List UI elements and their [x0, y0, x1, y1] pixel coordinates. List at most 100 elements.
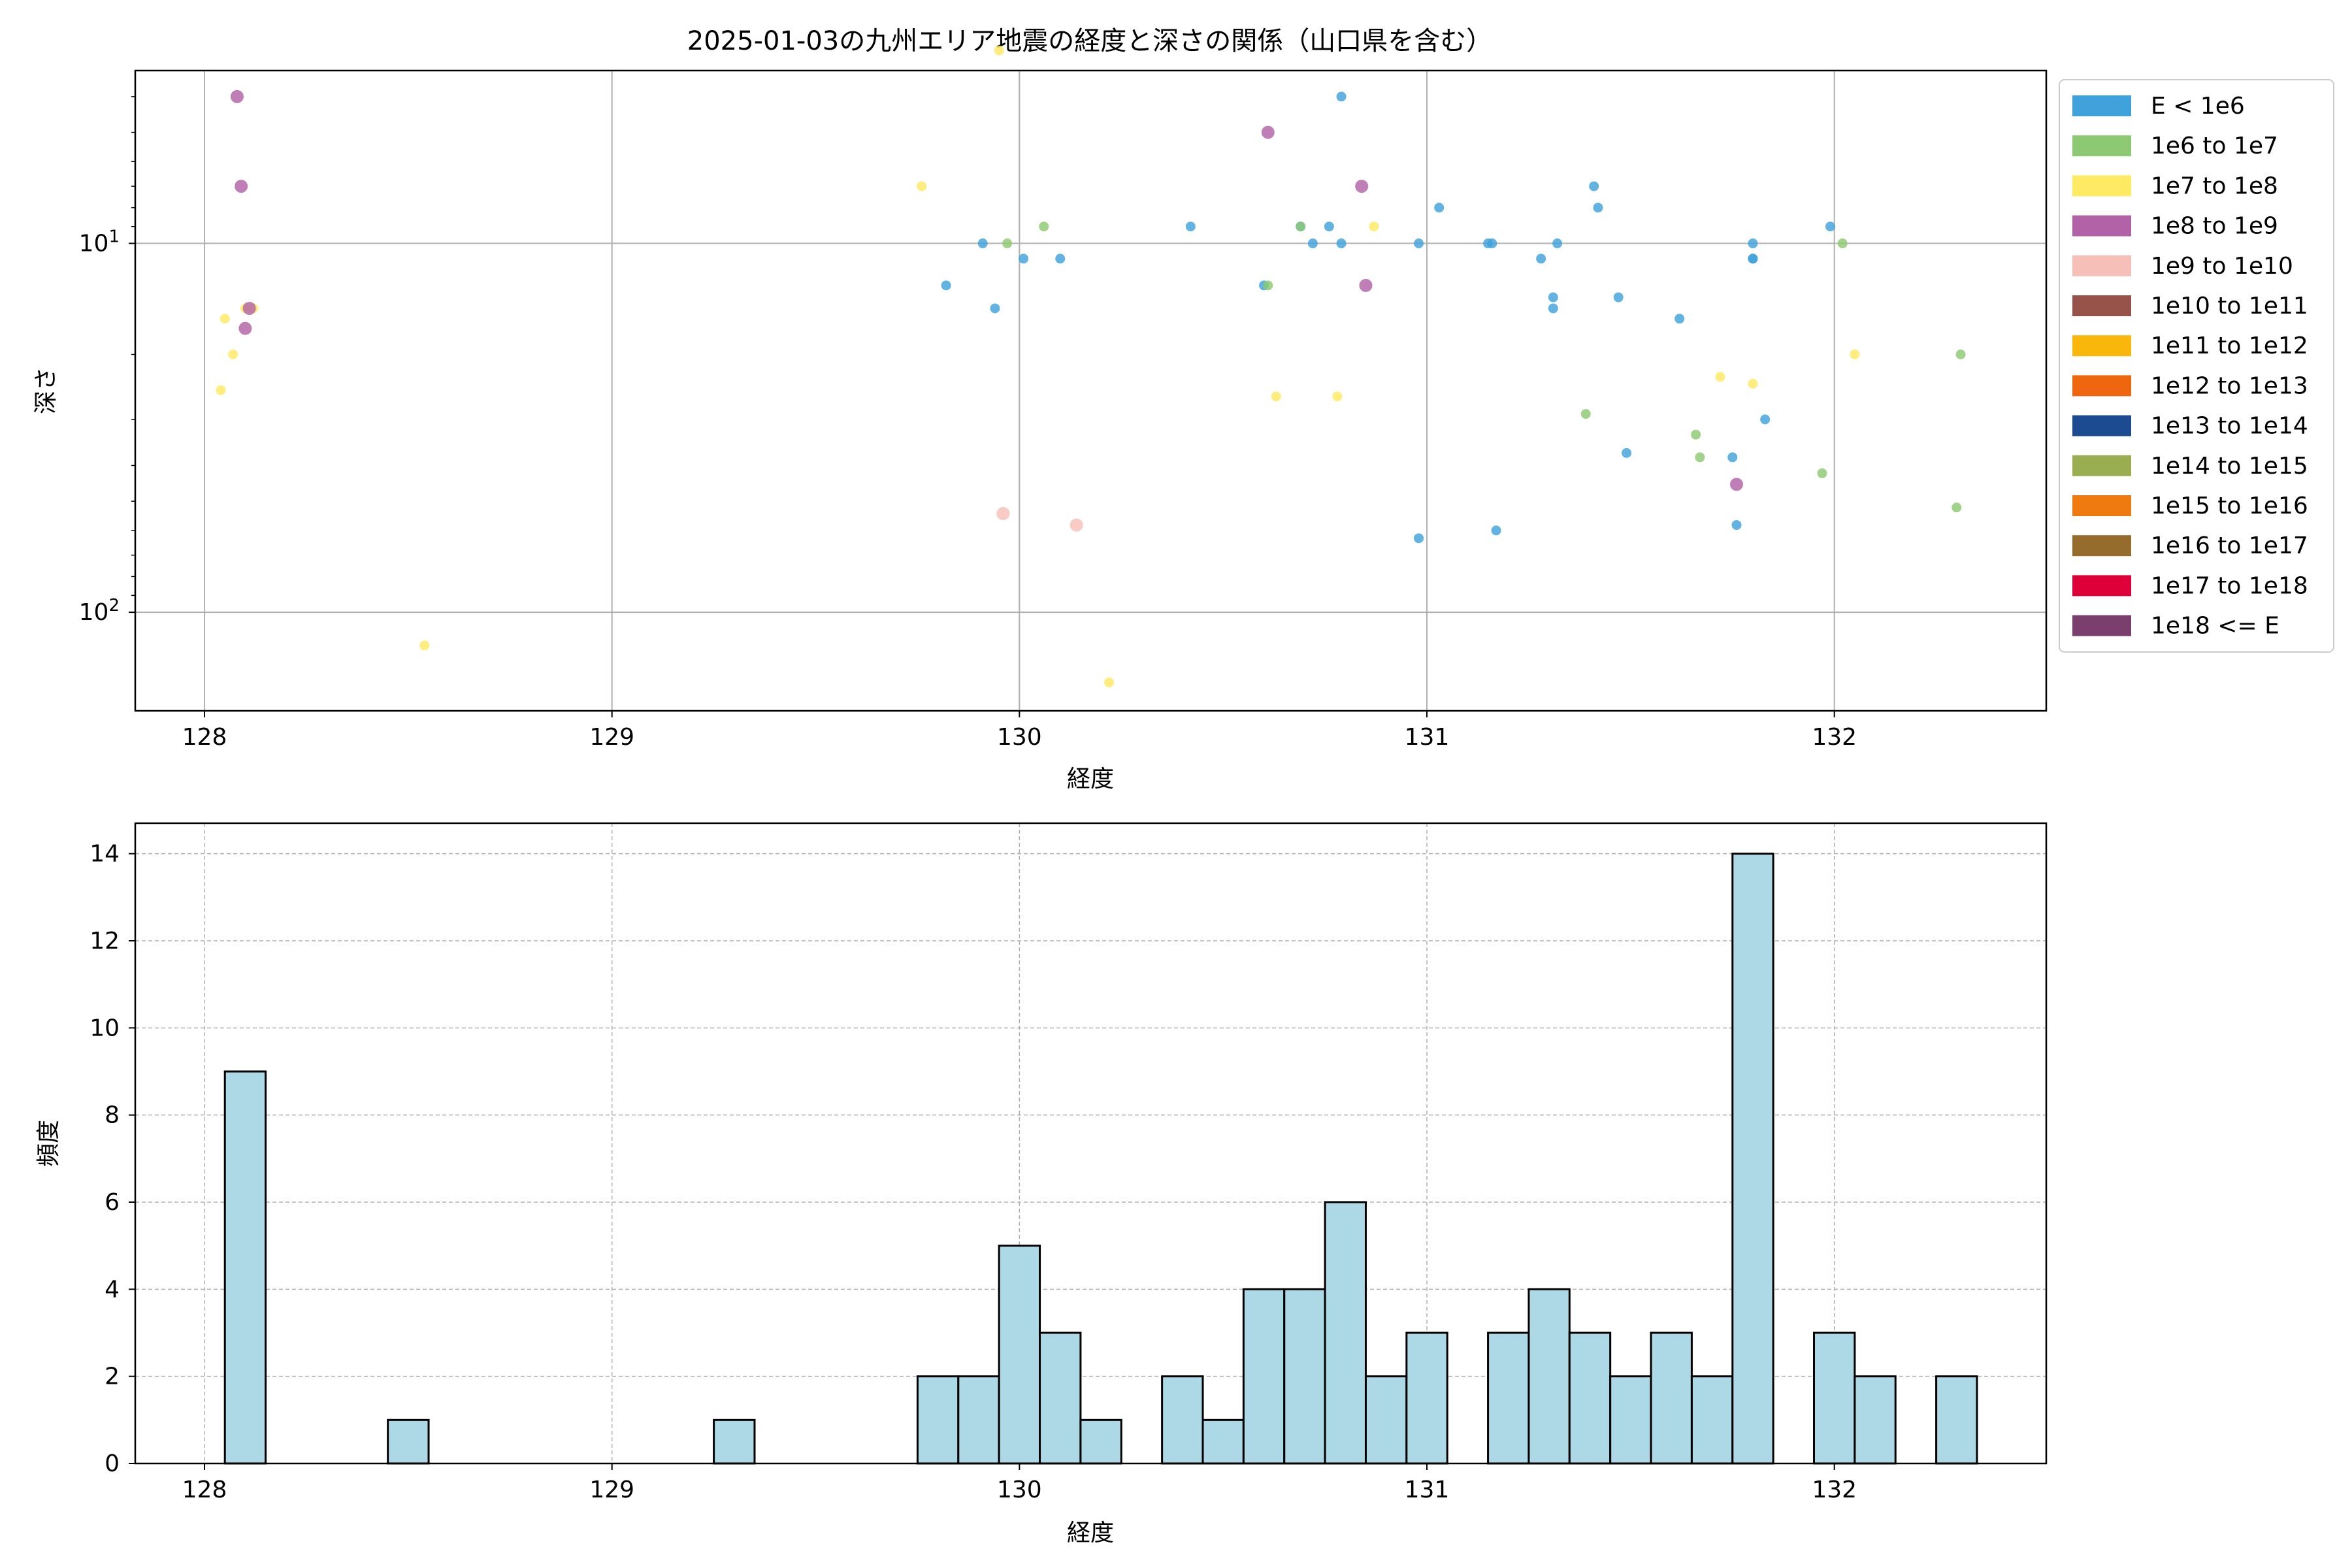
scatter-point	[1434, 203, 1445, 213]
scatter-point	[1731, 520, 1742, 531]
legend-swatch	[2072, 255, 2131, 276]
scatter-point	[242, 301, 256, 315]
scatter-point	[990, 303, 1000, 314]
scatter-point	[1185, 221, 1196, 232]
scatter-title: 2025-01-03の九州エリア地震の経度と深さの関係（山口県を含む）	[687, 26, 1492, 56]
scatter-x-tick-label: 130	[997, 724, 1042, 751]
legend-swatch	[2072, 215, 2131, 237]
legend-swatch	[2072, 575, 2131, 596]
histogram-y-tick-label: 4	[105, 1276, 120, 1303]
scatter-point	[1296, 221, 1306, 232]
legend-swatch	[2072, 415, 2131, 436]
histogram-panel: 128 129 130 131 132 0 2 4 6 8 10 12 14 経度 頻度	[35, 822, 2048, 1546]
scatter-point	[1548, 303, 1558, 314]
histogram-bars	[223, 853, 1978, 1465]
legend-label: E < 1e6	[2151, 93, 2245, 120]
histogram-x-tick-label: 131	[1405, 1477, 1450, 1503]
scatter-point	[1414, 533, 1424, 544]
scatter-point	[1271, 391, 1281, 402]
scatter-plot-frame	[134, 69, 2048, 712]
histogram-y-tick-label: 2	[105, 1364, 120, 1390]
histogram-bar	[1242, 1288, 1286, 1465]
histogram-bar	[1405, 1331, 1448, 1465]
histogram-x-ticks: 128 129 130 131 132	[182, 1463, 1857, 1503]
scatter-y-axis-label: 深さ	[33, 367, 59, 414]
scatter-panel: 2025-01-03の九州エリア地震の経度と深さの関係（山口県を含む） 128 1…	[33, 26, 2334, 792]
legend-frame	[2059, 79, 2334, 653]
scatter-points	[216, 45, 1966, 688]
scatter-point	[1414, 238, 1424, 249]
scatter-x-tick-label: 132	[1812, 724, 1857, 751]
scatter-point	[1748, 378, 1758, 389]
scatter-point	[1487, 238, 1497, 249]
scatter-point	[1261, 125, 1275, 139]
scatter-x-tick-label: 128	[182, 724, 227, 751]
scatter-point	[1817, 468, 1827, 478]
legend-swatch	[2072, 455, 2131, 476]
scatter-point	[1730, 478, 1744, 491]
legend-swatch	[2072, 95, 2131, 116]
legend-label: 1e12 to 1e13	[2151, 372, 2308, 399]
scatter-point	[1674, 314, 1685, 324]
scatter-point	[1552, 238, 1563, 249]
scatter-point	[917, 181, 927, 191]
scatter-legend: E < 1e6 1e6 to 1e7 1e7 to 1e8 1e8 to 1e9 1e9…	[2059, 79, 2334, 653]
histogram-bar	[1527, 1288, 1571, 1465]
histogram-bar	[1283, 1288, 1326, 1465]
histogram-y-axis-label: 頻度	[35, 1120, 62, 1167]
legend-label: 1e14 to 1e15	[2151, 453, 2308, 480]
histogram-bar	[1690, 1375, 1734, 1465]
scatter-point	[1324, 221, 1334, 232]
scatter-point	[238, 321, 252, 335]
histogram-bar	[713, 1418, 756, 1465]
histogram-y-tick-label: 6	[105, 1189, 120, 1216]
scatter-point	[1727, 452, 1738, 463]
legend-swatch	[2072, 495, 2131, 516]
legend-label: 1e16 to 1e17	[2151, 532, 2308, 559]
scatter-point	[1039, 221, 1049, 232]
legend-label: 1e13 to 1e14	[2151, 413, 2308, 440]
histogram-bar	[957, 1375, 1000, 1465]
histogram-y-tick-label: 14	[90, 841, 120, 868]
scatter-point	[216, 385, 226, 395]
histogram-x-tick-label: 128	[182, 1477, 227, 1503]
histogram-x-tick-label: 130	[997, 1477, 1042, 1503]
scatter-point	[1691, 429, 1701, 440]
scatter-point	[994, 45, 1004, 56]
scatter-point	[1307, 238, 1318, 249]
legend-swatch	[2072, 335, 2131, 357]
scatter-y-tick-label: 101	[79, 227, 120, 257]
legend-label: 1e9 to 1e10	[2151, 253, 2293, 280]
scatter-point	[1019, 253, 1029, 264]
scatter-point	[1825, 221, 1835, 232]
legend-label: 1e18 <= E	[2151, 613, 2279, 640]
legend-label: 1e17 to 1e18	[2151, 572, 2308, 599]
histogram-bar	[1650, 1331, 1693, 1465]
legend-swatch	[2072, 535, 2131, 557]
histogram-x-axis-label: 経度	[1067, 1520, 1114, 1546]
scatter-point	[1332, 391, 1343, 402]
histogram-x-tick-label: 129	[589, 1477, 634, 1503]
scatter-point	[1070, 518, 1083, 532]
scatter-point	[220, 314, 230, 324]
scatter-point	[1715, 372, 1725, 382]
scatter-point	[1850, 350, 1860, 360]
scatter-x-axis-label: 経度	[1067, 766, 1114, 792]
histogram-bar	[1935, 1375, 1978, 1465]
scatter-point	[1748, 253, 1758, 264]
legend-label: 1e15 to 1e16	[2151, 493, 2308, 519]
scatter-x-ticks: 128 129 130 131 132	[182, 711, 1857, 751]
histogram-bar	[387, 1418, 430, 1465]
scatter-point	[1355, 180, 1369, 193]
histogram-bar	[1039, 1331, 1082, 1465]
histogram-y-tick-label: 10	[90, 1015, 120, 1041]
scatter-point	[1491, 525, 1501, 536]
legend-label: 1e11 to 1e12	[2151, 333, 2308, 359]
histogram-bar	[1161, 1375, 1204, 1465]
legend-swatch	[2072, 615, 2131, 636]
scatter-y-ticks: 101 102	[79, 96, 135, 626]
scatter-point	[1263, 280, 1273, 291]
histogram-bar	[1079, 1418, 1122, 1465]
legend-label: 1e10 to 1e11	[2151, 293, 2308, 319]
